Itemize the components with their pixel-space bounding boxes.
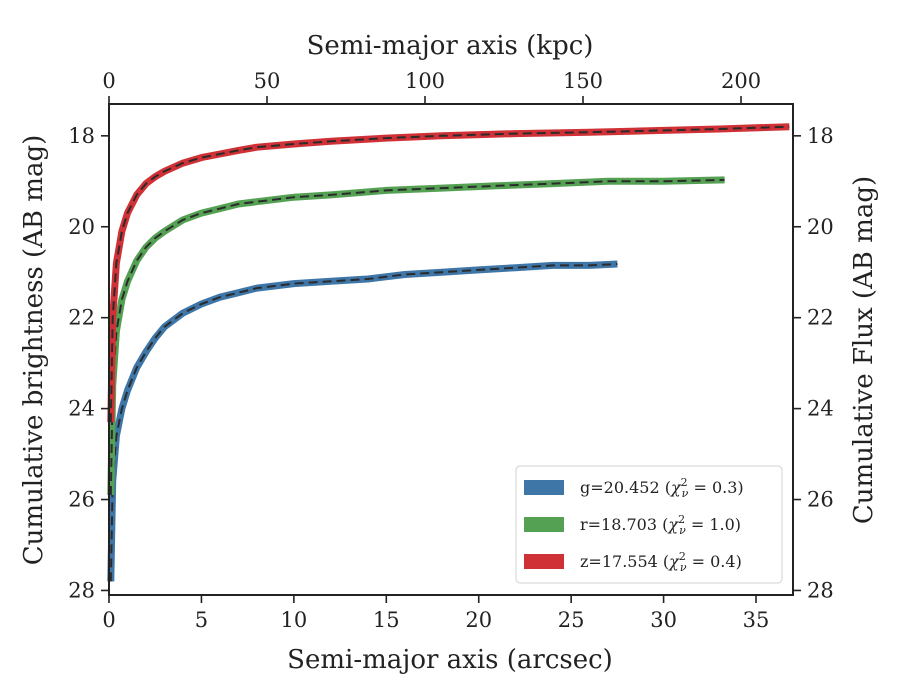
legend-swatch-0 (524, 480, 564, 495)
x-tick-label-top: 200 (721, 69, 761, 93)
y-axis-title-right: Cumulative Flux (AB mag) (849, 176, 879, 524)
series-band-1 (107, 176, 725, 496)
y-tick-label-right: 18 (807, 124, 834, 148)
legend-label-0: g=20.452 (χ2 ν = 0.3) (580, 476, 744, 500)
x-tick-label-bottom: 15 (373, 608, 400, 632)
legend-swatch-1 (524, 517, 564, 532)
y-tick-label-left: 26 (68, 488, 95, 512)
x-tick-label-bottom: 0 (102, 608, 115, 632)
plot-area (107, 123, 790, 582)
series-model-line-2 (109, 125, 790, 423)
legend-swatch-2 (524, 554, 564, 569)
y-tick-label-right: 26 (807, 488, 834, 512)
y-axis-title-left: Cumulative brightness (AB mag) (19, 135, 49, 566)
y-tick-label-left: 18 (68, 124, 95, 148)
plot-frame (108, 103, 794, 596)
x-tick-label-top: 150 (563, 69, 603, 93)
x-tick-label-top: 50 (254, 69, 281, 93)
legend-label-2: z=17.554 (χ2 ν = 0.4) (580, 550, 742, 574)
legend-box (515, 465, 783, 584)
x-tick-label-top: 100 (405, 69, 445, 93)
x-tick-label-bottom: 35 (743, 608, 770, 632)
legend-label-1: r=18.703 (χ2 ν = 1.0) (580, 513, 741, 537)
series-model-line-0 (109, 263, 618, 582)
legend: g=20.452 (χ2 ν = 0.3) r=18.703 (χ2 ν = 1.0)… (515, 465, 783, 584)
x-axis-title-bottom: Semi-major axis (arcsec) (287, 645, 613, 675)
x-tick-label-bottom: 20 (465, 608, 492, 632)
y-tick-label-left: 20 (68, 215, 95, 239)
x-tick-label-bottom: 30 (650, 608, 677, 632)
y-tick-label-right: 24 (807, 397, 834, 421)
x-tick-label-bottom: 10 (280, 608, 307, 632)
x-tick-label-bottom: 5 (195, 608, 208, 632)
y-tick-label-left: 24 (68, 397, 95, 421)
x-tick-label-top: 0 (102, 69, 115, 93)
y-tick-label-right: 20 (807, 215, 834, 239)
x-axis-title-top: Semi-major axis (kpc) (307, 31, 594, 61)
series-model-line-1 (109, 178, 725, 496)
y-tick-label-right: 22 (807, 306, 834, 330)
x-tick-label-bottom: 25 (558, 608, 585, 632)
axes: 0 5 10 15 20 25 30 35 0 50 100 150 200 18 18 20 20 22 22 24… (68, 69, 833, 632)
y-tick-label-right: 28 (807, 578, 834, 602)
y-tick-label-left: 28 (68, 578, 95, 602)
y-tick-label-left: 22 (68, 306, 95, 330)
